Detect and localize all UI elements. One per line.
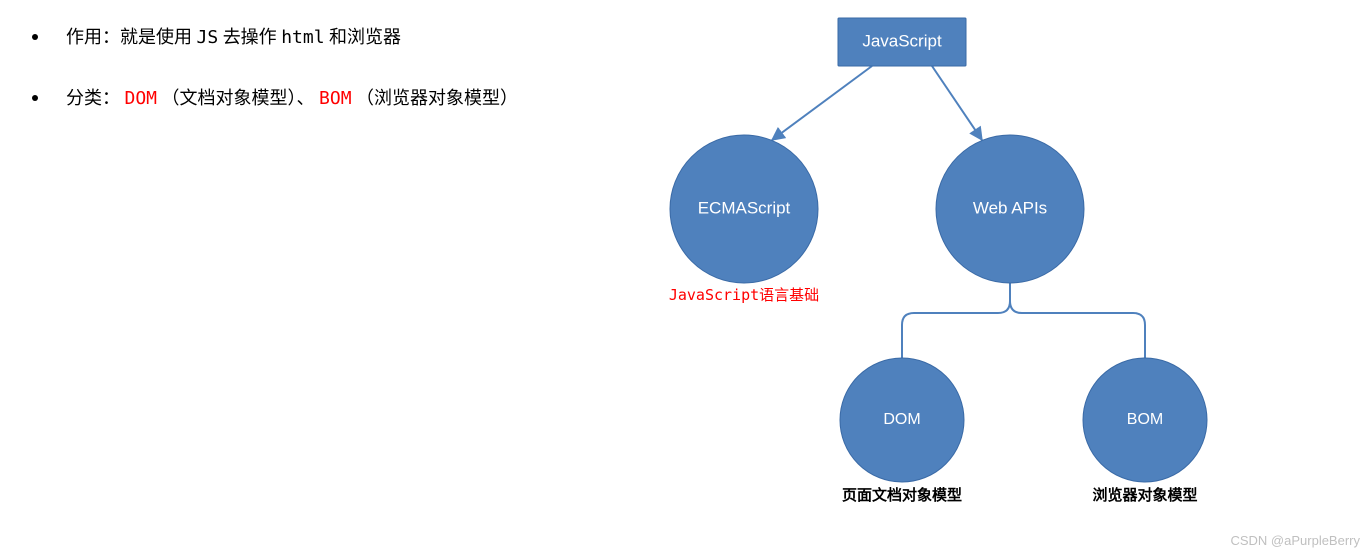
caption-dom: 页面文档对象模型 xyxy=(842,486,962,504)
js-tree-diagram: JavaScript ECMAScript Web APIs DOM BOM JavaSc… xyxy=(610,0,1310,520)
bullet-dot-icon xyxy=(32,95,38,101)
bullet-1-suffix: 和浏览器 xyxy=(329,27,401,47)
bullet-dot-icon xyxy=(32,34,38,40)
bullet-1-mid: 去操作 xyxy=(223,27,282,47)
node-javascript: JavaScript xyxy=(862,31,942,50)
node-ecma: ECMAScript xyxy=(698,198,791,217)
node-dom: DOM xyxy=(883,411,920,428)
bullet-row-2: 分类： DOM （文档对象模型）、 BOM （浏览器对象模型） xyxy=(32,85,518,112)
bullet-2-bom-note: （浏览器对象模型） xyxy=(356,88,518,108)
bullet-2-dom: DOM xyxy=(125,88,158,109)
bullet-list: 作用：就是使用 JS 去操作 html 和浏览器 分类： DOM （文档对象模型… xyxy=(32,24,518,146)
bullet-row-1: 作用：就是使用 JS 去操作 html 和浏览器 xyxy=(32,24,518,51)
bullet-1-js: JS xyxy=(197,27,219,48)
node-bom: BOM xyxy=(1127,411,1163,428)
bullet-2-prefix: 分类： xyxy=(66,88,120,108)
watermark: CSDN @aPurpleBerry xyxy=(1230,533,1360,548)
caption-bom: 浏览器对象模型 xyxy=(1092,486,1197,504)
caption-ecma: JavaScript语言基础 xyxy=(669,286,819,304)
bullet-2-dom-note: （文档对象模型）、 xyxy=(162,88,315,108)
bullet-1-html: html xyxy=(281,27,324,48)
bullet-1-text: 作用：就是使用 JS 去操作 html 和浏览器 xyxy=(66,24,401,51)
bullet-1-prefix: 作用：就是使用 xyxy=(66,27,197,47)
bullet-2-bom: BOM xyxy=(319,88,352,109)
bullet-2-text: 分类： DOM （文档对象模型）、 BOM （浏览器对象模型） xyxy=(66,85,518,112)
node-web: Web APIs xyxy=(973,198,1047,217)
